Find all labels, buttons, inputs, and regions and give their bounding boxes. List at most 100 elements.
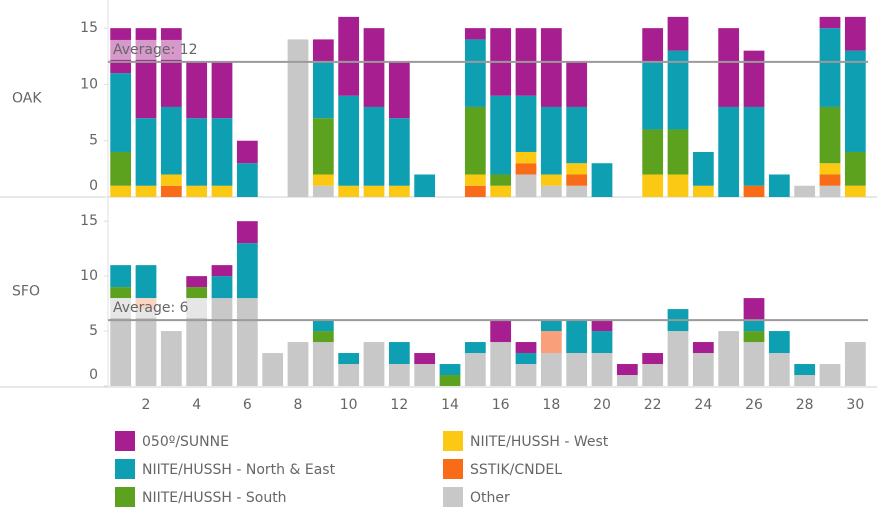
bar-segment	[464, 28, 486, 40]
bar-segment	[768, 353, 790, 386]
bar-segment	[794, 364, 816, 376]
bar-segment	[211, 118, 233, 186]
bar-segment	[591, 320, 613, 332]
x-tick-label: 12	[390, 397, 408, 413]
bar-segment	[312, 342, 334, 386]
bar-segment	[236, 243, 258, 299]
bar-segment	[338, 16, 360, 96]
bar-segment	[768, 331, 790, 354]
bar-segment	[464, 39, 486, 107]
bar-segment	[844, 342, 866, 386]
bar-segment	[794, 375, 816, 386]
bar-segment	[692, 185, 714, 197]
bar-segment	[414, 174, 436, 197]
y-tick-label: 5	[89, 323, 98, 339]
bar-segment	[110, 73, 132, 152]
bar-segment	[515, 163, 537, 175]
bar-segment	[844, 16, 866, 51]
x-tick-label: 18	[542, 397, 560, 413]
bar-segment	[135, 185, 157, 197]
y-tick-label: 15	[80, 20, 98, 36]
bar-segment	[819, 364, 841, 386]
bar-segment	[388, 364, 410, 386]
bar-segment	[819, 28, 841, 107]
bar-segment	[566, 320, 588, 354]
bar-segment	[540, 106, 562, 175]
bar-segment	[414, 353, 436, 365]
bar-segment	[262, 353, 284, 386]
x-tick-label: 22	[644, 397, 662, 413]
reference-label: Average: 12	[113, 42, 197, 58]
bar-segment	[110, 151, 132, 186]
bar-segment	[566, 163, 588, 175]
bar-segment	[844, 151, 866, 186]
bar-segment	[490, 185, 512, 197]
bar-segment	[718, 331, 740, 386]
bar-segment	[642, 174, 664, 197]
bar-segment	[135, 265, 157, 299]
bar-segment	[363, 342, 385, 386]
legend-label: NIITE/HUSSH - West	[470, 434, 609, 450]
y-tick-label: 0	[89, 367, 98, 383]
legend-swatch	[443, 487, 463, 507]
bar-segment	[616, 375, 638, 386]
bar-segment	[819, 163, 841, 175]
x-tick-label: 10	[340, 397, 358, 413]
y-tick-label: 10	[80, 76, 98, 92]
bar-segment	[591, 331, 613, 354]
bar-segment	[743, 298, 765, 321]
bar-segment	[135, 309, 157, 386]
bar-segment	[743, 50, 765, 107]
bar-segment	[743, 331, 765, 343]
bar-segment	[642, 353, 664, 365]
bar-segment	[236, 221, 258, 244]
bar-segment	[363, 185, 385, 197]
bar-segment	[667, 129, 689, 175]
bar-segment	[819, 174, 841, 186]
x-tick-label: 24	[694, 397, 712, 413]
bar-segment	[490, 320, 512, 343]
bar-segment	[540, 28, 562, 107]
bar-segment	[135, 118, 157, 186]
bar-segment	[540, 331, 562, 354]
bar-segment	[186, 61, 208, 119]
bar-segment	[186, 118, 208, 186]
legend-label: 050º/SUNNE	[142, 434, 229, 450]
legend-swatch	[115, 431, 135, 451]
bar-segment	[490, 95, 512, 175]
x-tick-label: 6	[243, 397, 252, 413]
bar-segment	[312, 118, 334, 175]
bar-segment	[540, 174, 562, 186]
bar-segment	[667, 50, 689, 130]
bar-segment	[768, 174, 790, 197]
bar-segment	[844, 50, 866, 152]
bar-segment	[160, 331, 182, 386]
bar-segment	[338, 95, 360, 186]
bar-segment	[642, 28, 664, 62]
bar-segment	[819, 185, 841, 197]
bar-segment	[464, 185, 486, 197]
bar-segment	[388, 342, 410, 365]
bar-segment	[743, 185, 765, 197]
legend-label: Other	[470, 490, 510, 506]
bar-segment	[363, 106, 385, 186]
legend-label: NIITE/HUSSH - South	[142, 490, 287, 506]
bar-segment	[718, 106, 740, 197]
reference-label: Average: 6	[113, 300, 189, 316]
bar-segment	[338, 364, 360, 386]
row-label: SFO	[12, 284, 40, 300]
bar-segment	[363, 28, 385, 107]
bar-segment	[642, 364, 664, 386]
bar-segment	[591, 353, 613, 386]
bar-segment	[312, 320, 334, 332]
x-tick-label: 30	[846, 397, 864, 413]
bar-segment	[743, 320, 765, 332]
bar-segment	[388, 185, 410, 197]
bar-segment	[287, 39, 309, 198]
y-tick-label: 5	[89, 133, 98, 149]
bar-segment	[566, 61, 588, 107]
bar-segment	[642, 61, 664, 130]
bar-segment	[464, 174, 486, 186]
bar-segment	[186, 185, 208, 197]
legend-label: NIITE/HUSSH - North & East	[142, 462, 336, 478]
